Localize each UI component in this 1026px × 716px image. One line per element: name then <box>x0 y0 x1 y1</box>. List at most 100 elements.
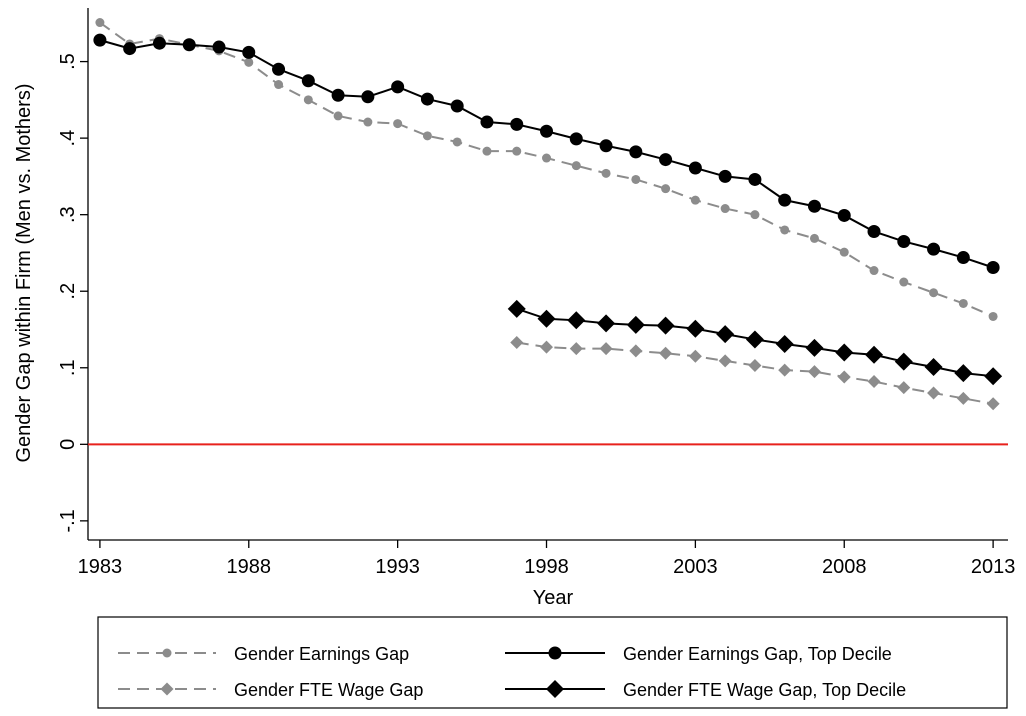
data-point <box>480 115 494 129</box>
data-point <box>244 57 254 67</box>
data-point <box>659 153 673 167</box>
data-point <box>958 298 968 308</box>
data-point <box>482 146 492 156</box>
data-point <box>924 358 943 377</box>
x-tick-label: 1998 <box>524 556 569 578</box>
x-tick-label: 2003 <box>673 556 718 578</box>
legend-marker <box>160 682 174 696</box>
data-point <box>656 316 675 335</box>
data-point <box>629 344 643 358</box>
data-point <box>537 309 556 328</box>
data-point <box>212 40 226 54</box>
data-point <box>661 184 671 194</box>
data-point <box>899 277 909 287</box>
data-point <box>363 117 373 127</box>
x-tick-label: 2008 <box>822 556 867 578</box>
data-point <box>242 45 256 59</box>
data-point <box>809 233 819 243</box>
data-point <box>510 336 524 350</box>
data-point <box>867 375 881 389</box>
data-point <box>569 132 583 146</box>
data-point <box>599 139 613 153</box>
data-point <box>894 352 913 371</box>
data-point <box>716 325 735 344</box>
data-point <box>597 314 616 333</box>
data-point <box>333 111 343 121</box>
data-point <box>837 208 851 222</box>
data-point <box>954 364 973 383</box>
data-point <box>450 99 464 113</box>
y-tick-label: .4 <box>57 130 79 147</box>
data-point <box>420 92 434 106</box>
legend-label: Gender Earnings Gap, Top Decile <box>623 644 892 664</box>
y-tick-label: .1 <box>57 359 79 376</box>
y-tick-label: .2 <box>57 283 79 300</box>
data-point <box>927 386 941 400</box>
data-point <box>807 365 821 379</box>
data-point <box>391 80 405 94</box>
data-point <box>986 260 1000 274</box>
data-point <box>745 330 764 349</box>
y-tick-label: -.1 <box>57 509 79 532</box>
data-point <box>601 168 611 178</box>
data-point <box>629 145 643 159</box>
data-point <box>303 95 313 105</box>
data-point <box>748 358 762 372</box>
data-point <box>718 354 732 368</box>
data-point <box>686 319 705 338</box>
data-point <box>750 210 760 220</box>
data-point <box>626 315 645 334</box>
x-tick-label: 2013 <box>971 556 1016 578</box>
data-point <box>780 225 790 235</box>
legend-marker <box>162 648 172 658</box>
data-point <box>507 299 526 318</box>
data-point <box>984 367 1003 386</box>
data-point <box>123 42 137 56</box>
x-tick-label: 1988 <box>227 556 272 578</box>
series-line <box>516 341 994 405</box>
y-tick-label: .5 <box>57 53 79 70</box>
x-tick-label: 1993 <box>375 556 420 578</box>
data-point <box>778 363 792 377</box>
data-point <box>869 266 879 276</box>
data-point <box>599 342 613 356</box>
legend-label: Gender Earnings Gap <box>234 644 409 664</box>
data-point <box>748 172 762 186</box>
y-axis-label: Gender Gap within Firm (Men vs. Mothers) <box>13 84 35 463</box>
data-point <box>837 370 851 384</box>
data-point <box>361 90 375 104</box>
data-point <box>272 62 286 76</box>
data-point <box>929 288 939 298</box>
data-point <box>956 391 970 405</box>
data-point <box>152 36 166 50</box>
data-point <box>452 137 462 147</box>
data-point <box>567 311 586 330</box>
data-point <box>986 397 1000 411</box>
data-point <box>775 335 794 354</box>
x-axis-label: Year <box>533 587 574 609</box>
legend-marker <box>546 680 564 698</box>
x-tick-label: 1983 <box>78 556 123 578</box>
data-point <box>720 204 730 214</box>
data-point <box>331 88 345 102</box>
data-point <box>897 381 911 395</box>
data-point <box>688 349 702 363</box>
data-point <box>659 346 673 360</box>
y-tick-label: .3 <box>57 206 79 223</box>
data-point <box>93 33 107 47</box>
data-point <box>690 195 700 205</box>
data-point <box>301 74 315 88</box>
data-point <box>865 345 884 364</box>
data-point <box>718 169 732 183</box>
data-point <box>274 80 284 90</box>
data-point <box>988 311 998 321</box>
data-point <box>182 38 196 52</box>
data-point <box>540 340 554 354</box>
y-tick-label: 0 <box>57 439 79 450</box>
legend-label: Gender FTE Wage Gap <box>234 680 423 700</box>
data-point <box>927 242 941 256</box>
legend-marker <box>548 646 562 660</box>
data-point <box>839 247 849 257</box>
data-point <box>631 174 641 184</box>
data-point <box>805 338 824 357</box>
